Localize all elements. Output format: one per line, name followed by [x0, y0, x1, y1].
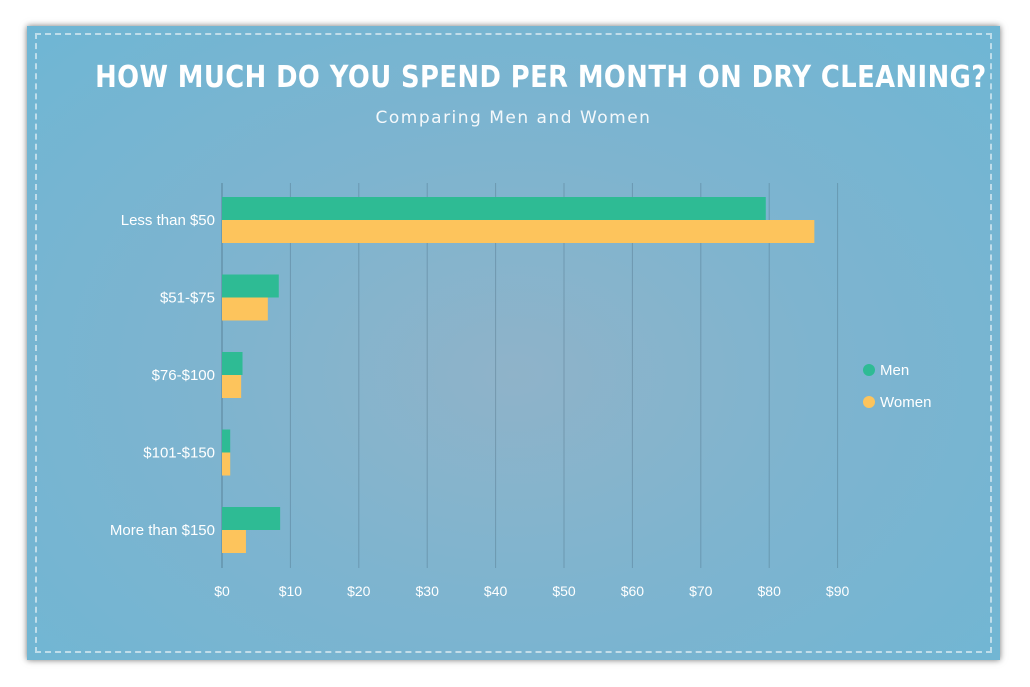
bar-men: [222, 429, 231, 453]
x-tick-label: $40: [484, 583, 508, 599]
y-category-label: More than $150: [110, 522, 215, 539]
bar-women: [222, 375, 242, 398]
x-tick-label: $20: [347, 583, 371, 599]
x-tick-label: $50: [552, 583, 576, 599]
dashed-border: [35, 33, 992, 653]
x-tick-label: $30: [416, 583, 440, 599]
y-category-label: $101-$150: [143, 445, 215, 462]
legend-dot-men: [863, 364, 875, 376]
bar-women: [222, 220, 815, 243]
legend-dot-women: [863, 396, 875, 408]
x-tick-label: $10: [279, 583, 303, 599]
bar-men: [222, 197, 766, 220]
chart-card: HOW MUCH DO YOU SPEND PER MONTH ON DRY C…: [27, 26, 1000, 660]
bar-women: [222, 530, 246, 553]
x-tick-label: $0: [214, 583, 230, 599]
bar-women: [222, 452, 231, 476]
chart-title: HOW MUCH DO YOU SPEND PER MONTH ON DRY C…: [95, 60, 987, 95]
x-tick-label: $70: [689, 583, 713, 599]
legend-label-men: Men: [880, 361, 910, 379]
bar-men: [222, 352, 243, 375]
bar-women: [222, 297, 268, 321]
y-category-label: Less than $50: [121, 212, 215, 229]
legend-item-men[interactable]: Men: [863, 360, 931, 380]
bar-chart: $0 $10 $20 $30 $40 $50 $60 $70 $80 $90 Less than $…: [110, 183, 850, 599]
x-tick-label: $80: [758, 583, 782, 599]
x-tick-label: $90: [826, 583, 850, 599]
legend: Men Women: [863, 360, 931, 424]
chart-subtitle: Comparing Men and Women: [375, 108, 652, 128]
legend-item-women[interactable]: Women: [863, 392, 931, 412]
y-category-label: $51-$75: [160, 290, 215, 307]
bar-men: [222, 274, 279, 298]
y-category-label: $76-$100: [152, 367, 215, 384]
legend-label-women: Women: [880, 393, 932, 411]
x-tick-label: $60: [621, 583, 645, 599]
bar-men: [222, 507, 281, 530]
